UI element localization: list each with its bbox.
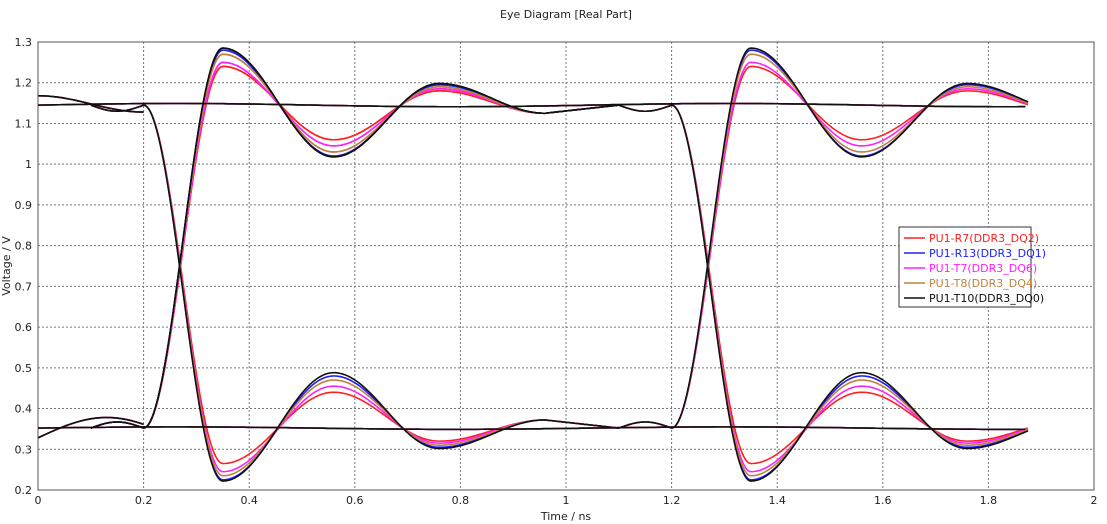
series-trace — [38, 416, 144, 439]
legend-entry: PU1-R7(DDR3_DQ2) — [929, 232, 1039, 245]
y-tick-label: 0.3 — [15, 443, 33, 456]
x-tick-label: 1.8 — [980, 494, 998, 507]
x-tick-label: 0.6 — [346, 494, 364, 507]
series-trace — [90, 104, 619, 473]
y-tick-label: 0.6 — [15, 321, 33, 334]
legend-entry: PU1-R13(DDR3_DQ1) — [929, 247, 1046, 260]
series-trace — [90, 47, 619, 429]
series-trace — [618, 104, 1029, 482]
x-tick-label: 1.2 — [663, 494, 681, 507]
x-tick-label: 0.2 — [135, 494, 153, 507]
y-tick-label: 0.4 — [15, 403, 33, 416]
x-axis-label: Time / ns — [540, 510, 592, 523]
x-axis: 0 0.2 0.4 0.6 0.8 1 1.2 1.4 1.6 1.8 2 — [35, 494, 1098, 507]
series-trace — [38, 426, 1026, 431]
y-tick-label: 1 — [25, 158, 32, 171]
chart-title: Eye Diagram [Real Part] — [500, 8, 632, 21]
y-tick-label: 0.2 — [15, 484, 33, 497]
series-5 — [38, 47, 1029, 482]
series-2 — [38, 49, 1029, 481]
legend-entry: PU1-T8(DDR3_DQ4) — [929, 277, 1037, 290]
series-trace — [38, 94, 144, 113]
y-axis: 0.2 0.3 0.4 0.5 0.6 0.7 0.8 0.9 1 1.1 1.2 1.3 — [15, 36, 33, 497]
legend-entry: PU1-T7(DDR3_DQ6) — [929, 262, 1037, 275]
x-tick-label: 1 — [563, 494, 570, 507]
y-tick-label: 1.3 — [15, 36, 33, 49]
series-trace — [618, 47, 1029, 429]
series-layer — [38, 47, 1029, 482]
y-tick-label: 1.1 — [15, 117, 33, 130]
x-tick-label: 1.4 — [768, 494, 786, 507]
x-tick-label: 0.8 — [452, 494, 470, 507]
legend-entry: PU1-T10(DDR3_DQ0) — [929, 292, 1044, 305]
legend-box — [898, 226, 1032, 308]
x-tick-label: 0.4 — [240, 494, 258, 507]
y-tick-label: 1.2 — [15, 77, 33, 90]
x-tick-label: 2 — [1091, 494, 1098, 507]
series-trace — [38, 102, 1026, 108]
y-tick-label: 0.7 — [15, 280, 33, 293]
legend: PU1-R7(DDR3_DQ2) PU1-R13(DDR3_DQ1) PU1-T7(… — [898, 226, 1046, 308]
y-tick-label: 0.9 — [15, 199, 33, 212]
x-tick-label: 1.6 — [874, 494, 892, 507]
series-trace — [90, 104, 619, 482]
series-1 — [38, 65, 1029, 465]
x-tick-label: 0 — [35, 494, 42, 507]
series-4 — [38, 53, 1029, 477]
y-axis-label: Voltage / V — [0, 236, 13, 296]
y-tick-label: 0.8 — [15, 240, 33, 253]
y-tick-label: 0.5 — [15, 362, 33, 375]
plot-frame — [37, 41, 1095, 491]
